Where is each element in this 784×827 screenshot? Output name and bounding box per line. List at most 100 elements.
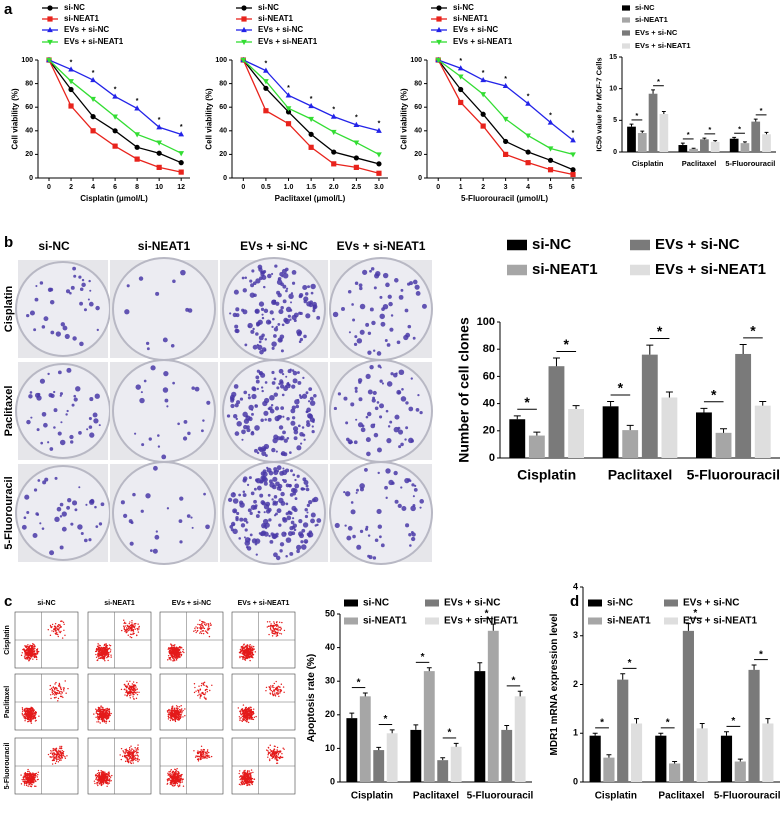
colony [245, 415, 251, 421]
event-dot [167, 713, 170, 716]
colony [267, 417, 272, 422]
event-dot [208, 635, 211, 638]
colony [53, 390, 56, 394]
event-dot [56, 759, 58, 761]
event-dot [167, 774, 169, 776]
colony [385, 282, 390, 288]
dish [112, 461, 216, 565]
colony [234, 328, 239, 334]
event-dot [180, 776, 182, 778]
event-dot [56, 633, 58, 636]
colony [419, 506, 422, 509]
event-dot [103, 720, 106, 723]
colony [232, 492, 235, 495]
event-dot [31, 649, 34, 652]
event-dot [201, 750, 203, 752]
event-dot [177, 784, 179, 787]
event-dot [60, 755, 63, 757]
event-dot [132, 689, 134, 692]
colony [250, 283, 255, 288]
event-dot [34, 717, 36, 720]
event-dot [244, 769, 246, 772]
event-dot [207, 756, 209, 758]
event-dot [126, 689, 128, 692]
event-dot [252, 718, 255, 721]
colony [310, 291, 314, 295]
colony [282, 478, 285, 482]
colony [267, 407, 271, 410]
event-dot [100, 773, 102, 776]
event-dot [134, 628, 137, 630]
colony [252, 327, 255, 331]
colony [243, 390, 248, 395]
event-dot [47, 753, 50, 756]
colony [226, 414, 231, 418]
event-dot [250, 652, 252, 654]
event-dot [250, 648, 252, 651]
colony [249, 533, 253, 537]
event-dot [133, 623, 136, 625]
colony [152, 548, 158, 554]
colony [66, 505, 70, 510]
colony [400, 288, 404, 292]
event-dot [105, 645, 108, 647]
colony [302, 477, 307, 482]
event-dot [58, 631, 60, 633]
event-dot [174, 659, 176, 662]
event-dot [58, 759, 61, 762]
event-dot [250, 712, 252, 714]
event-dot [59, 690, 61, 693]
colony [308, 530, 313, 534]
colony [273, 495, 278, 499]
event-dot [248, 770, 250, 772]
row-label: Paclitaxel [4, 686, 11, 718]
event-dot [21, 714, 24, 716]
colony [62, 325, 68, 331]
event-dot [244, 712, 246, 715]
colony [69, 291, 72, 295]
event-dot [201, 620, 203, 623]
event-dot [51, 688, 54, 691]
colony [304, 541, 308, 544]
event-dot [197, 629, 199, 632]
event-dot [122, 625, 125, 627]
event-dot [121, 755, 124, 757]
event-dot [47, 629, 49, 631]
event-dot [49, 684, 52, 687]
event-dot [131, 683, 134, 685]
colony [290, 520, 295, 525]
event-dot [23, 782, 26, 785]
colony [28, 394, 33, 399]
colony [303, 438, 306, 441]
colony [157, 434, 160, 437]
colony [419, 499, 425, 504]
event-dot [126, 686, 129, 688]
event-dot [174, 710, 177, 712]
event-dot [242, 782, 244, 785]
event-dot [52, 755, 55, 757]
colony [70, 522, 74, 526]
event-dot [25, 714, 28, 716]
event-dot [58, 628, 60, 630]
event-dot [278, 686, 281, 688]
colony [312, 309, 316, 313]
colony [271, 325, 274, 329]
event-dot [170, 644, 173, 646]
event-dot [132, 681, 135, 683]
event-dot [35, 713, 37, 716]
colony [140, 509, 144, 513]
colony [123, 513, 128, 519]
event-dot [55, 681, 57, 684]
event-dot [277, 689, 280, 691]
event-dot [275, 623, 278, 626]
colony [191, 526, 194, 529]
event-dot [171, 645, 173, 647]
colony [59, 515, 63, 518]
event-dot [57, 761, 60, 763]
colony [65, 289, 71, 294]
colony [355, 491, 358, 494]
colony [354, 281, 359, 285]
event-dot [105, 647, 107, 649]
event-dot [55, 757, 57, 759]
event-dot [253, 708, 255, 710]
